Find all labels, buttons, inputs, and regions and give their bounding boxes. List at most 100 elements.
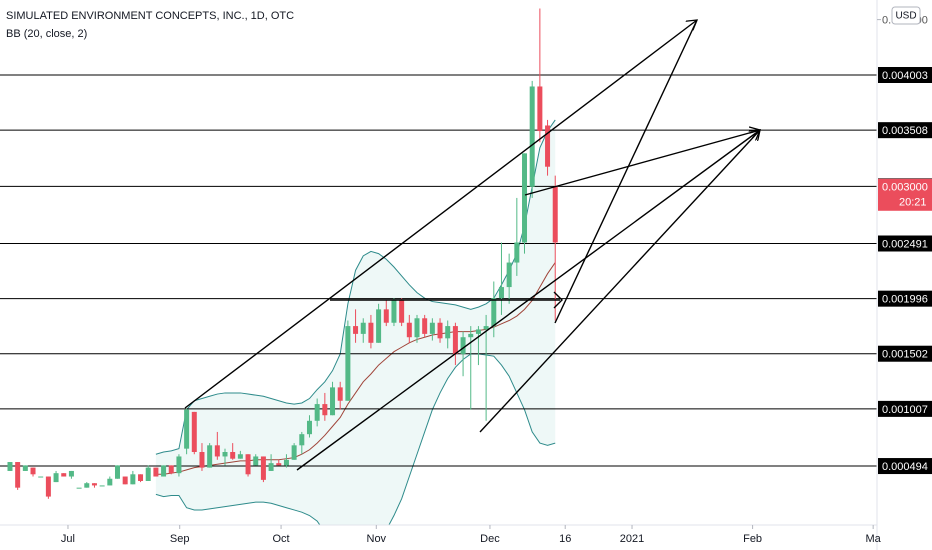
candle-body	[483, 326, 489, 330]
candle-body	[214, 445, 220, 457]
x-tick-label: Nov	[367, 533, 387, 545]
candle-body	[429, 322, 435, 334]
candle-body	[45, 476, 51, 497]
candle-body	[552, 186, 558, 243]
candle-body	[299, 434, 305, 446]
candle-body	[99, 485, 105, 487]
candle-body	[114, 465, 120, 479]
x-tick-label: Dec	[480, 533, 500, 545]
x-tick-label: Jul	[61, 533, 75, 545]
candle-body	[383, 309, 389, 323]
candle-body	[260, 456, 266, 480]
candle-body	[345, 326, 351, 401]
candle-body	[330, 387, 336, 416]
candle-body	[130, 474, 136, 485]
plot-area	[0, 8, 877, 525]
trend-line	[524, 130, 760, 196]
candle-body	[207, 445, 213, 468]
currency-label[interactable]: USD	[895, 11, 916, 22]
candle-body	[7, 462, 13, 471]
candle-body	[68, 470, 74, 477]
x-tick-label: Feb	[743, 533, 762, 545]
candle-body	[406, 322, 412, 338]
bb-line	[155, 353, 556, 525]
trend-lines	[184, 19, 760, 471]
level-label-box	[878, 235, 932, 252]
level-label-box	[878, 122, 932, 139]
candle-body	[491, 298, 497, 327]
candle-body	[268, 463, 274, 471]
level-label: 0.002491	[882, 238, 928, 250]
candle-body	[22, 465, 28, 471]
candle-body	[337, 387, 343, 401]
trend-line	[479, 130, 760, 433]
currency-badge[interactable]	[891, 6, 921, 25]
candle-body	[91, 483, 97, 486]
candle-body	[107, 478, 113, 486]
candle-body	[322, 404, 328, 416]
candle-body	[138, 474, 144, 481]
candle-body	[514, 242, 520, 263]
candle-body	[191, 411, 197, 453]
candle-body	[306, 420, 312, 435]
candle-body	[230, 452, 236, 459]
candle-body	[222, 452, 228, 457]
x-tick-label: 16	[559, 533, 571, 545]
candle-body	[283, 459, 289, 466]
level-label-box	[878, 458, 932, 475]
candle-body	[391, 300, 397, 323]
candle-body	[168, 465, 174, 474]
candle-body	[145, 467, 151, 481]
bb-line	[155, 119, 556, 455]
indicator-label: BB (20, close, 2)	[6, 28, 87, 40]
trend-line	[184, 20, 697, 409]
x-tick-label: Oct	[273, 533, 290, 545]
candle-body	[545, 125, 551, 167]
candle-body	[245, 454, 251, 475]
candle-body	[376, 309, 382, 343]
last-price-box	[878, 178, 932, 211]
candle-body	[30, 467, 36, 475]
candle-body	[399, 300, 405, 323]
last-price-label: 0.003000	[882, 182, 928, 194]
level-label: 0.001007	[882, 404, 928, 416]
candle-body	[368, 322, 374, 343]
level-label: 0.001502	[882, 349, 928, 361]
x-tick-label: Ma	[866, 533, 882, 545]
candle-body	[122, 476, 128, 485]
candle-body	[176, 456, 182, 474]
level-label-box	[878, 400, 932, 417]
chart-title: SIMULATED ENVIRONMENT CONCEPTS, INC., 1D…	[6, 10, 294, 22]
candle-body	[529, 86, 535, 187]
arrow-head	[553, 291, 563, 309]
candle-body	[475, 329, 481, 334]
candle-body	[522, 153, 528, 243]
candle-body	[38, 476, 44, 478]
trend-line	[554, 19, 698, 324]
candle-body	[360, 322, 366, 334]
candle-body	[437, 322, 443, 339]
candle-body	[61, 473, 67, 477]
level-label: 0.001996	[882, 294, 928, 306]
candle-body	[153, 467, 159, 477]
countdown: 20:21	[899, 197, 927, 209]
candle-body	[353, 326, 359, 334]
candle-body	[276, 463, 282, 466]
candle-body	[422, 318, 428, 334]
candle-body	[414, 318, 420, 338]
x-tick-label: Sep	[170, 533, 190, 545]
candle-body	[468, 333, 474, 338]
level-label: 0.000494	[882, 461, 928, 473]
level-label: 0.004003	[882, 70, 928, 82]
candle-body	[161, 465, 167, 477]
candle-body	[291, 445, 297, 460]
x-tick-label: 2021	[620, 533, 644, 545]
candle-body	[460, 337, 466, 354]
candle-body	[84, 483, 90, 488]
candle-body	[506, 262, 512, 288]
candle-body	[199, 452, 205, 468]
candle-body	[53, 473, 59, 483]
candle-body	[452, 326, 458, 354]
candle-body	[184, 409, 190, 449]
